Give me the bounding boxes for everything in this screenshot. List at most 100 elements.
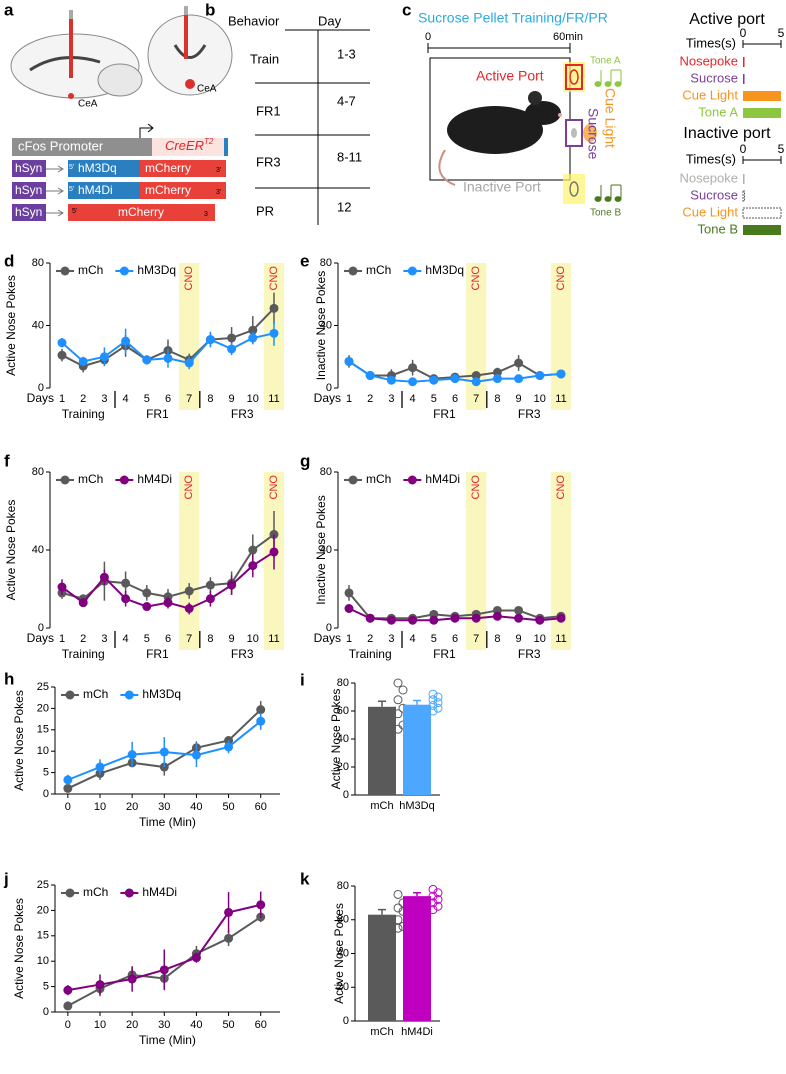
- promoter-box: [12, 138, 152, 156]
- x-tick-label: 9: [229, 633, 235, 645]
- highlight-band: [466, 263, 487, 410]
- y-axis-label: Active Nose Pokes: [12, 690, 26, 791]
- y-tick-label: 0: [38, 622, 44, 634]
- y-tick-label: 80: [337, 677, 349, 689]
- chart: k 0 20 40 60 80 Active Nose Pokes mCh hM4Di: [300, 869, 443, 1038]
- y-tick-label: 0: [43, 1006, 49, 1018]
- data-point: [514, 374, 524, 384]
- data-point: [63, 1001, 73, 1011]
- header: Behavior: [228, 13, 280, 28]
- brain-structure: [173, 44, 207, 59]
- vector-3: hSyn 5' mCherry 3: [12, 204, 215, 221]
- data-point: [471, 371, 481, 380]
- x-tick-label: 20: [126, 801, 138, 813]
- group-label: FR1: [146, 407, 169, 421]
- data-point: [142, 355, 152, 365]
- phase: Train: [250, 51, 279, 66]
- y-tick-label: 25: [37, 681, 49, 693]
- promoter-box: [12, 160, 46, 177]
- promoter-box: [12, 182, 46, 199]
- data-point: [393, 724, 403, 734]
- data-point: [556, 369, 566, 379]
- x-tick-label: 11: [268, 633, 279, 645]
- annotation: CNO: [268, 475, 280, 500]
- event-bar: [742, 207, 782, 219]
- data-point: [205, 594, 215, 604]
- x-tick-label: 7: [473, 393, 479, 405]
- legend-label: mCh: [83, 885, 108, 899]
- data-point: [163, 353, 173, 363]
- data-point: [386, 615, 396, 625]
- x-tick-label: 11: [555, 633, 566, 645]
- x-tick-label: 2: [367, 393, 373, 405]
- group-label: FR3: [231, 407, 254, 421]
- y-tick-label: 0: [43, 788, 49, 800]
- event-bar: [743, 74, 745, 84]
- time-label: Times(s): [686, 151, 736, 166]
- x-tick-label: hM3Dq: [399, 800, 434, 812]
- data-point: [433, 888, 443, 898]
- gene-label: hM4Di: [78, 183, 113, 197]
- data-point: [57, 338, 67, 348]
- data-point: [248, 325, 258, 335]
- data-point: [514, 358, 524, 368]
- mouse-body: [447, 106, 543, 154]
- arrow: [46, 187, 64, 195]
- data-point: [393, 903, 403, 913]
- error-bar: [378, 908, 386, 915]
- x-tick-label: 3: [101, 393, 107, 405]
- three-prime: 3': [216, 189, 221, 196]
- data-point: [514, 613, 524, 623]
- data-point: [159, 747, 169, 757]
- group-label: Training: [62, 647, 105, 661]
- header: Day: [318, 13, 342, 28]
- x-tick-label: 3: [101, 633, 107, 645]
- vector-2: hSyn 5' hM4Di mCherry 3': [12, 182, 226, 199]
- y-tick-label: 15: [37, 724, 49, 736]
- y-tick-label: 25: [37, 879, 49, 891]
- y-tick-label: 0: [343, 1015, 349, 1027]
- data-point: [95, 980, 105, 990]
- x-tick-label: 5: [431, 633, 437, 645]
- x-tick-label: 1: [346, 393, 352, 405]
- music-notes: [594, 184, 622, 202]
- data-point: [492, 611, 502, 621]
- x-tick-label: 10: [247, 633, 259, 645]
- data-point: [95, 762, 105, 772]
- y-axis-label: Active Nose Pokes: [332, 903, 346, 1004]
- x-tick-label: 3: [388, 393, 394, 405]
- region-label: CeA: [197, 84, 217, 95]
- legend-label: hM4Di: [425, 472, 460, 486]
- y-tick-label: 40: [337, 733, 349, 745]
- y-tick-label: 40: [32, 544, 44, 556]
- x-tick-label: 50: [222, 1019, 234, 1031]
- x-tick-label: 60: [255, 1019, 267, 1031]
- x-tick-label: 11: [268, 393, 279, 405]
- panel-title: Sucrose Pellet Training/FR/PR: [418, 10, 608, 26]
- three-prime: 3': [216, 167, 221, 174]
- port-label: Active Port: [476, 68, 544, 84]
- x-tick-label: 5: [431, 393, 437, 405]
- scale-label: 5: [778, 26, 785, 40]
- cerebellum: [97, 63, 143, 97]
- data-point: [428, 695, 438, 705]
- timeline-scale: [427, 43, 571, 53]
- data-point: [99, 572, 109, 582]
- promoter-label: cFos Promoter: [18, 138, 104, 153]
- panel-letter: i: [300, 670, 305, 689]
- y-tick-label: 0: [343, 789, 349, 801]
- promoter-arrow: [139, 123, 154, 138]
- event-bar: [743, 174, 745, 184]
- x-tick-label: 2: [80, 393, 86, 405]
- timeline-start: 0: [425, 31, 431, 43]
- data-point: [227, 333, 237, 343]
- highlight-band: [466, 472, 487, 650]
- phase: FR1: [256, 103, 281, 118]
- chart: f CNO CNO 0 40 80 Active Nose Pokes Days 1 2 3 4 5 6 7…: [4, 451, 285, 661]
- y-tick-label: 0: [326, 622, 332, 634]
- event-label: Tone B: [698, 221, 738, 236]
- panel-a: a CeA CeA cFos Promoter CreERT2 hSyn 5' …: [4, 0, 233, 221]
- legend-label: mCh: [78, 263, 103, 277]
- x-axis-label: Time (Min): [139, 815, 196, 829]
- legend-marker: [348, 266, 358, 276]
